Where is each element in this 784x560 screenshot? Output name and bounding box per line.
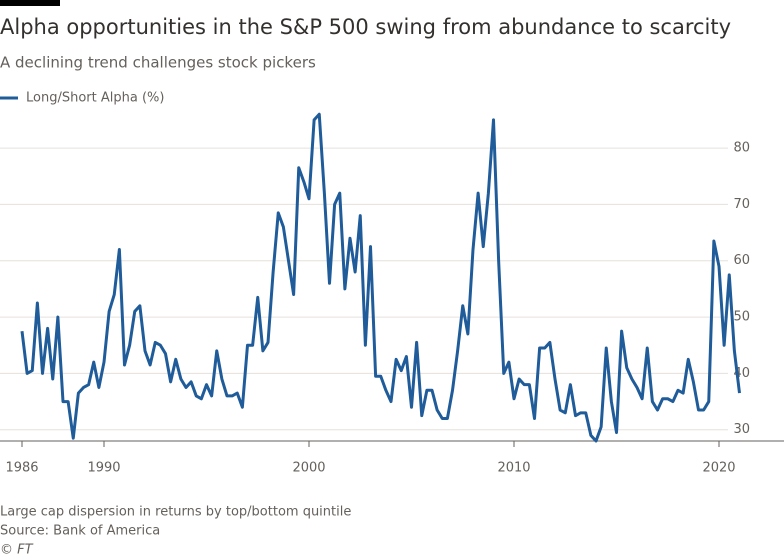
x-tick-label: 1990 <box>87 461 120 476</box>
x-tick-label: 2020 <box>702 461 735 476</box>
source: Source: Bank of America <box>0 524 160 539</box>
chart-subtitle: A declining trend challenges stock picke… <box>0 54 316 72</box>
y-tick-label: 70 <box>733 197 750 212</box>
note: Large cap dispersion in returns by top/b… <box>0 505 351 520</box>
credit: © FT <box>0 543 34 558</box>
x-tick-label: 2010 <box>497 461 530 476</box>
y-tick-label: 30 <box>733 422 750 437</box>
y-tick-label: 50 <box>733 310 750 325</box>
data-line <box>20 112 741 443</box>
x-tick-label: 2000 <box>292 461 325 476</box>
x-tick-label: 1986 <box>5 461 38 476</box>
brand-bar <box>0 0 60 6</box>
y-tick-label: 60 <box>733 253 750 268</box>
chart-title: Alpha opportunities in the S&P 500 swing… <box>0 15 731 39</box>
y-tick-label: 80 <box>733 141 750 156</box>
legend-label: Long/Short Alpha (%) <box>26 91 164 106</box>
